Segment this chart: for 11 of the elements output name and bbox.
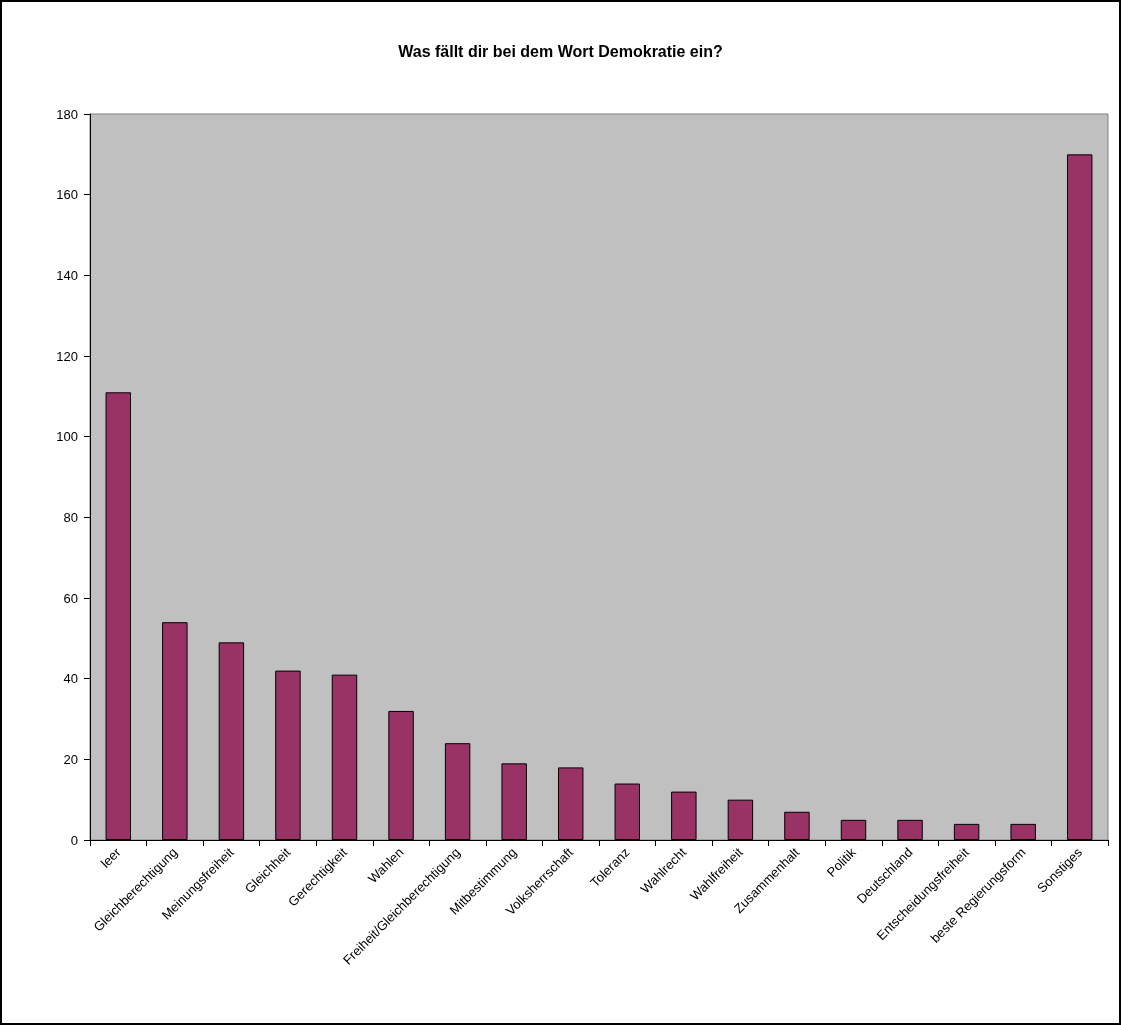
y-tick-label: 100 [56,429,78,445]
y-tick-label: 20 [63,751,78,767]
y-tick-label: 140 [56,267,78,283]
y-tick-label: 80 [63,509,78,525]
chart-title: Was fällt dir bei dem Wort Demokratie ein? [398,42,723,60]
y-tick-label: 0 [70,832,78,848]
y-tick-label: 160 [56,187,78,203]
y-tick-label: 40 [63,671,78,687]
y-tick-label: 60 [63,590,78,606]
y-tick-label: 120 [56,348,78,364]
y-tick-label: 180 [56,106,78,122]
